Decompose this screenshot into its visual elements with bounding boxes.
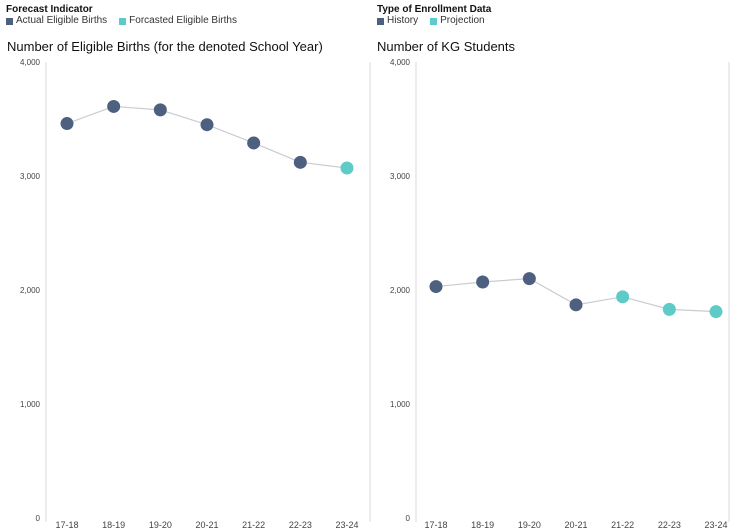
legend-item-history[interactable]: History xyxy=(377,15,418,27)
right-data-point xyxy=(522,272,536,286)
right-x-tick-label: 19-20 xyxy=(518,520,541,530)
right-data-point xyxy=(662,302,676,316)
legend-item-forecast-births[interactable]: Forcasted Eligible Births xyxy=(119,15,237,27)
right-data-point xyxy=(429,280,443,294)
left-x-tick-label: 22-23 xyxy=(289,520,312,530)
right-legend: Type of Enrollment Data History Projecti… xyxy=(377,4,491,27)
legend-label-forecast: Forcasted Eligible Births xyxy=(129,15,237,26)
right-x-tick-label: 22-23 xyxy=(658,520,681,530)
right-legend-title: Type of Enrollment Data xyxy=(377,4,492,15)
left-legend: Forecast Indicator Actual Eligible Birth… xyxy=(6,4,237,27)
right-y-tick-label: 3,000 xyxy=(390,172,411,181)
legend-item-actual-births[interactable]: Actual Eligible Births xyxy=(6,15,107,27)
right-data-point xyxy=(569,298,583,312)
left-y-tick-label: 4,000 xyxy=(20,58,41,67)
left-data-point xyxy=(60,117,74,131)
right-chart-title: Number of KG Students xyxy=(377,39,516,54)
right-data-point xyxy=(616,290,630,304)
right-data-point xyxy=(709,305,723,319)
right-y-tick-label: 0 xyxy=(406,514,411,523)
left-data-point xyxy=(247,136,261,150)
left-chart-title: Number of Eligible Births (for the denot… xyxy=(7,39,323,54)
left-x-tick-label: 18-19 xyxy=(102,520,125,530)
right-data-point xyxy=(476,275,490,289)
left-y-tick-label: 0 xyxy=(36,514,41,523)
left-data-point xyxy=(107,99,121,113)
left-legend-title: Forecast Indicator xyxy=(6,4,93,15)
left-x-tick-label: 19-20 xyxy=(149,520,172,530)
right-x-tick-label: 17-18 xyxy=(424,520,447,530)
legend-swatch-actual xyxy=(6,17,13,25)
left-y-tick-label: 1,000 xyxy=(20,400,41,409)
right-y-tick-label: 2,000 xyxy=(390,286,411,295)
left-x-tick-label: 20-21 xyxy=(195,520,218,530)
left-y-tick-label: 3,000 xyxy=(20,172,41,181)
legend-swatch-history xyxy=(377,17,384,25)
legend-swatch-forecast xyxy=(119,17,127,25)
right-x-tick-label: 23-24 xyxy=(704,520,727,530)
legend-label-actual: Actual Eligible Births xyxy=(16,15,108,26)
left-data-point xyxy=(293,155,307,169)
right-x-tick-label: 18-19 xyxy=(471,520,494,530)
right-y-tick-label: 1,000 xyxy=(390,400,411,409)
legend-item-projection[interactable]: Projection xyxy=(430,15,485,27)
right-y-tick-label: 4,000 xyxy=(390,58,411,67)
legend-swatch-projection xyxy=(430,17,438,25)
legend-label-history: History xyxy=(387,15,419,26)
right-x-tick-label: 21-22 xyxy=(611,520,634,530)
left-x-tick-label: 23-24 xyxy=(335,520,358,530)
left-data-point xyxy=(153,103,167,117)
left-y-tick-label: 2,000 xyxy=(20,286,41,295)
left-data-point xyxy=(200,118,214,132)
left-x-tick-label: 21-22 xyxy=(242,520,265,530)
right-x-tick-label: 20-21 xyxy=(564,520,587,530)
left-x-tick-label: 17-18 xyxy=(55,520,78,530)
legend-label-projection: Projection xyxy=(440,15,485,26)
left-data-point xyxy=(340,161,354,175)
